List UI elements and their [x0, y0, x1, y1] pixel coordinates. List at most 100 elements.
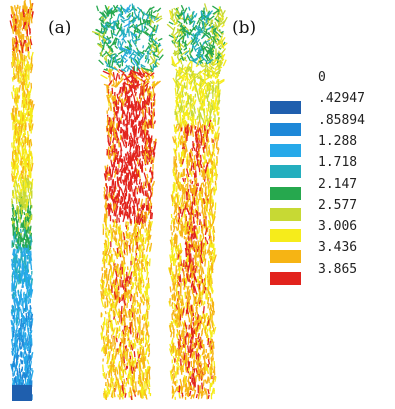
velocity-vector: [194, 126, 197, 130]
velocity-vector: [152, 80, 159, 88]
velocity-vector: [140, 63, 146, 68]
velocity-vector: [138, 53, 146, 61]
velocity-vector: [126, 213, 129, 220]
velocity-vector: [109, 153, 113, 160]
velocity-vector: [199, 158, 202, 162]
velocity-vector: [27, 297, 30, 305]
velocity-vector: [141, 101, 144, 110]
velocity-vector: [135, 308, 139, 315]
velocity-vector: [111, 37, 117, 45]
velocity-vector: [182, 99, 185, 104]
velocity-vector: [105, 169, 109, 175]
velocity-vector: [145, 211, 148, 219]
velocity-vector: [191, 86, 195, 92]
velocity-vector: [112, 327, 116, 335]
velocity-vector: [135, 100, 138, 109]
velocity-vector: [117, 349, 120, 355]
velocity-vector: [117, 127, 120, 132]
velocity-vector: [147, 209, 151, 216]
velocity-vector: [130, 308, 133, 314]
velocity-vector: [117, 360, 121, 367]
velocity-vector: [133, 310, 137, 314]
velocity-vector: [22, 79, 26, 85]
velocity-vector: [12, 307, 14, 311]
velocity-vector: [123, 81, 126, 91]
velocity-vector: [107, 203, 110, 210]
velocity-vector: [127, 289, 130, 295]
velocity-vector: [124, 91, 128, 100]
velocity-vector: [107, 293, 111, 300]
velocity-vector: [108, 48, 111, 52]
velocity-vector: [119, 155, 122, 163]
velocity-vector: [23, 103, 26, 109]
velocity-vector: [204, 18, 209, 24]
velocity-vector: [124, 221, 127, 227]
velocity-vector: [168, 21, 174, 25]
velocity-vector: [31, 123, 34, 131]
velocity-vector: [192, 184, 195, 189]
velocity-vector: [126, 348, 129, 353]
velocity-vector: [18, 276, 22, 284]
velocity-vector: [11, 214, 15, 221]
velocity-vector: [121, 159, 124, 163]
velocity-vector: [137, 276, 140, 282]
velocity-vector: [116, 100, 119, 105]
velocity-vector: [110, 29, 114, 39]
velocity-vector: [128, 72, 134, 76]
velocity-vector: [115, 170, 118, 175]
velocity-vector: [24, 304, 27, 310]
velocity-vector: [149, 19, 152, 26]
velocity-vector: [15, 64, 18, 72]
velocity-vector: [126, 27, 129, 34]
velocity-vector: [143, 122, 147, 131]
velocity-vector: [189, 20, 195, 26]
velocity-vector: [122, 38, 127, 44]
velocity-vector: [10, 217, 13, 222]
velocity-vector: [109, 364, 113, 374]
velocity-vector: [112, 355, 116, 364]
velocity-vector: [135, 168, 138, 175]
velocity-vector: [140, 205, 144, 214]
velocity-vector: [188, 78, 194, 84]
velocity-vector: [123, 204, 126, 211]
velocity-vector: [109, 53, 116, 57]
velocity-vector: [152, 87, 155, 93]
velocity-vector: [189, 179, 192, 184]
velocity-vector: [220, 18, 224, 23]
velocity-vector: [124, 111, 129, 121]
velocity-vector: [132, 5, 136, 13]
velocity-vector: [211, 143, 215, 152]
velocity-vector: [120, 47, 128, 55]
velocity-vector: [124, 45, 132, 51]
velocity-vector: [126, 375, 129, 384]
velocity-vector: [184, 100, 188, 108]
velocity-vector: [201, 253, 205, 263]
velocity-vector: [111, 367, 114, 372]
velocity-vector: [124, 7, 129, 14]
velocity-vector: [28, 63, 31, 71]
velocity-vector: [119, 176, 122, 183]
velocity-vector: [116, 81, 120, 87]
velocity-vector: [143, 172, 148, 181]
velocity-vector: [110, 159, 113, 168]
velocity-vector: [175, 162, 178, 168]
velocity-vector: [186, 366, 189, 374]
velocity-vector: [184, 49, 191, 56]
velocity-vector: [171, 63, 176, 68]
velocity-vector: [103, 83, 108, 87]
velocity-vector: [101, 347, 104, 352]
velocity-vector: [126, 294, 130, 303]
velocity-vector: [116, 278, 120, 287]
velocity-vector: [13, 45, 17, 53]
velocity-vector: [139, 130, 142, 138]
velocity-vector: [133, 257, 136, 266]
velocity-vector: [145, 121, 149, 130]
velocity-vector: [16, 298, 19, 306]
velocity-vector: [11, 57, 14, 67]
velocity-vector: [121, 387, 125, 394]
velocity-vector: [142, 95, 145, 99]
velocity-vector: [135, 255, 138, 259]
velocity-vector: [120, 305, 123, 315]
velocity-vector: [106, 391, 109, 399]
velocity-vector: [11, 204, 15, 210]
